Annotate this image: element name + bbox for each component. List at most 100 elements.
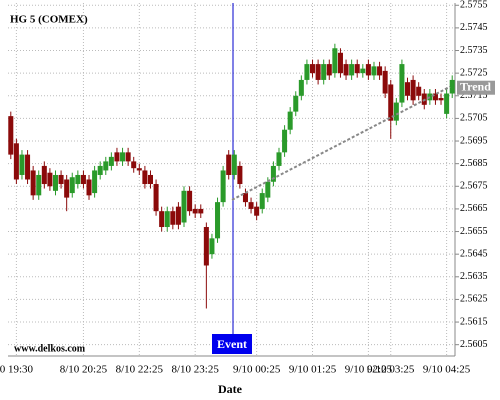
x-axis-title: Date [218,382,243,396]
candle-body [254,206,260,216]
y-tick-label: 2.5685 [460,158,488,169]
y-tick-label: 2.5665 [460,203,488,214]
trend-label: Trend [460,79,491,93]
y-tick-label: 2.5695 [460,135,488,146]
candle-body [444,93,450,114]
candle-body [242,193,248,203]
candle-body [187,190,193,212]
candle-body [198,208,204,214]
candle-body [209,238,215,255]
candle-body [349,64,355,76]
candle-body [36,174,42,196]
candle-body [248,202,254,209]
x-tick-label: 0 19:30 [0,364,34,376]
candle-body [231,154,237,175]
x-tick-label: 9/10 01:25 [289,364,337,376]
candle-body [265,181,271,198]
candle-body [293,95,299,112]
candle-body [304,64,310,80]
candle-body [64,179,70,198]
candle-body [108,156,114,166]
y-tick-label: 2.5655 [460,226,488,237]
candle-body [136,168,142,171]
candle-body [175,206,181,225]
candle-body [365,64,371,76]
candle-body [114,152,120,162]
candle-body [92,170,98,194]
candle-body [30,170,36,196]
candle-body [159,211,165,228]
trend-box [457,80,495,95]
event-label: Event [217,337,247,351]
candle-body [41,165,47,185]
candle-body [237,165,243,185]
x-tick-label: 9/10 04:25 [423,364,471,376]
candle-body [287,111,293,130]
candle-body [449,79,455,94]
candle-body [326,64,332,76]
y-tick-label: 2.5615 [460,316,488,327]
candle-body [103,161,109,171]
y-tick-label: 2.5635 [460,271,488,282]
y-tick-label: 2.5725 [460,67,488,78]
candle-body [354,64,360,74]
candle-body [97,165,103,175]
candle-body [427,93,433,101]
candle-body [382,70,388,94]
y-tick-label: 2.5755 [460,0,488,11]
y-tick-label: 2.5705 [460,113,488,124]
candle-body [276,152,282,166]
candle-body [270,165,276,182]
y-tick-label: 2.5745 [460,22,488,33]
candle-body [153,184,159,212]
candle-body [80,174,86,185]
source-label: www.delkos.com [14,343,86,354]
candle-body [192,208,198,214]
grid [8,3,455,356]
candle-body [75,174,81,185]
candle-body [58,174,64,185]
candle-body [170,211,176,225]
candle-body [399,64,405,103]
candle-body [393,102,399,121]
event-box [212,334,252,354]
candle-body [416,86,422,96]
x-tick-label: 8/10 22:25 [116,364,164,376]
x-tick-label: 9/10 02:25 [345,364,393,376]
x-tick-label: 8/10 20:25 [60,364,108,376]
candle-body [404,82,411,96]
candle-body [315,64,321,80]
candle-body [360,68,366,74]
candle-body [438,98,444,101]
candle-body [52,174,59,191]
candle-body [337,52,343,74]
candle-body [47,172,53,187]
candle-body [332,48,338,74]
candle-body [215,202,221,239]
y-tick-label: 2.5645 [460,248,488,259]
candle-body [282,129,288,153]
candle-body [321,64,327,80]
x-tick-label: 9/10 00:25 [233,364,281,376]
candle-body [86,179,92,196]
candle-body [181,190,187,223]
candle-body [298,79,304,96]
trend-line [231,85,451,201]
candle-body [226,154,232,175]
y-tick-label: 2.5625 [460,294,488,305]
candle-body [142,170,148,185]
candle-body [388,84,394,121]
candle-body [164,211,170,228]
candle-body [343,64,349,76]
x-tick-label: 8/10 23:25 [171,364,219,376]
candle-body [147,174,153,185]
candle-body [259,193,265,209]
y-tick-label: 2.5735 [460,45,488,56]
y-tick-label: 2.5675 [460,181,488,192]
candle-body [8,116,14,155]
candle-body [220,170,226,203]
candle-body [120,152,126,162]
candle-body [432,93,438,101]
y-tick-label: 2.5715 [460,90,488,101]
candle-body [203,227,209,266]
